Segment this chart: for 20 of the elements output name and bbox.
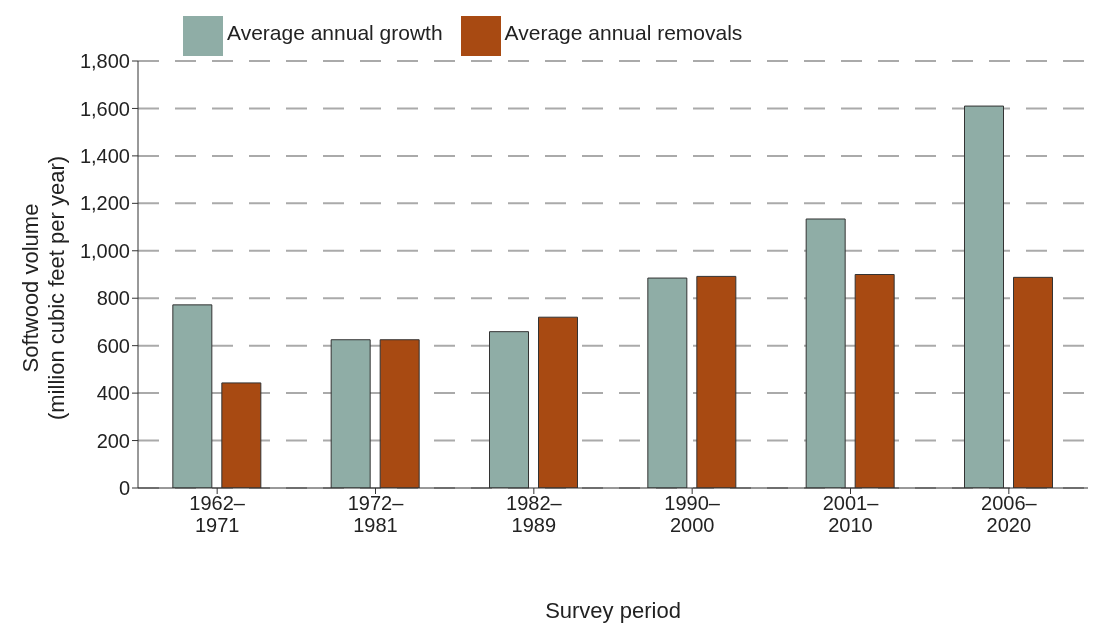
- y-tick-label: 1,200: [79, 192, 130, 215]
- x-tick-label: 2001– 2010: [822, 492, 880, 536]
- legend-label: Average annual growth: [227, 20, 443, 44]
- y-tick-label: 800: [96, 287, 130, 310]
- x-tick-label: 1982– 1989: [506, 492, 563, 536]
- y-tick-label: 1,600: [79, 97, 130, 120]
- x-tick-label: 1972– 1981: [347, 492, 405, 536]
- x-tick-label: 2006– 2020: [981, 492, 1038, 536]
- y-tick-label: 200: [96, 429, 130, 452]
- y-tick-label: 0: [118, 477, 130, 500]
- y-axis-title: Softwood volume (million cubic feet per year): [18, 155, 69, 421]
- y-tick-label: 1,400: [79, 144, 130, 167]
- y-tick-label: 600: [96, 334, 130, 357]
- y-tick-label: 1,800: [79, 50, 130, 73]
- legend-label: Average annual removals: [504, 20, 743, 44]
- y-tick-label: 1,000: [79, 239, 130, 262]
- x-axis-title: Survey period: [545, 598, 681, 623]
- y-tick-label: 400: [96, 382, 130, 405]
- x-tick-label: 1962– 1971: [189, 492, 246, 536]
- x-tick-label: 1990– 2000: [664, 492, 721, 536]
